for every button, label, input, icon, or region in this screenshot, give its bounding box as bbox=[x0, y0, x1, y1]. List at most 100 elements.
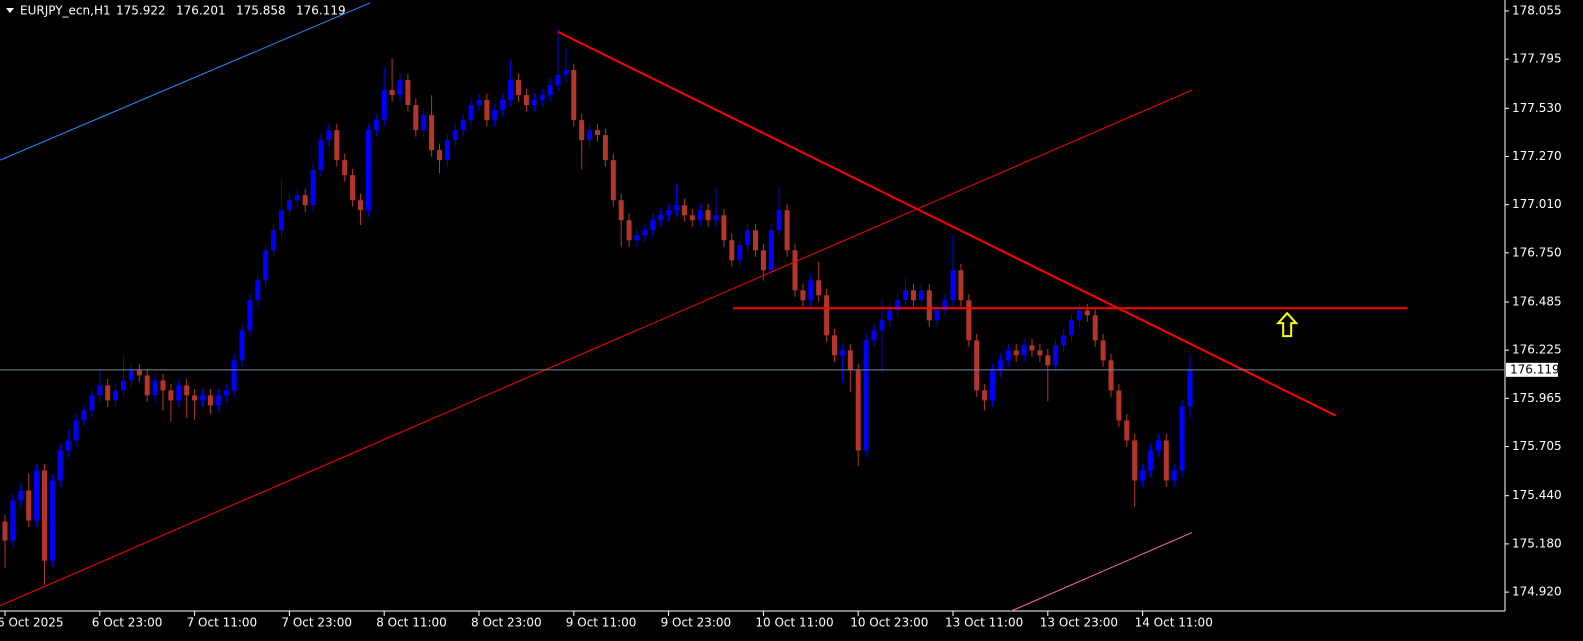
candle-body bbox=[231, 360, 237, 391]
candle-body bbox=[1163, 440, 1169, 481]
candle-body bbox=[500, 100, 506, 111]
candle-body bbox=[816, 280, 822, 296]
candle-body bbox=[121, 380, 126, 391]
candle-body bbox=[192, 395, 198, 401]
candle-body bbox=[1053, 345, 1059, 366]
candle-body bbox=[1148, 450, 1153, 471]
candle-body bbox=[184, 385, 190, 396]
menu-triangle[interactable] bbox=[6, 8, 14, 13]
candle-body bbox=[223, 390, 229, 396]
candle-body bbox=[152, 380, 158, 396]
candle-body bbox=[65, 440, 71, 451]
candle-body bbox=[642, 230, 648, 236]
candle-body bbox=[358, 200, 363, 211]
candle-body bbox=[737, 245, 743, 261]
candle-body bbox=[753, 230, 758, 251]
candle-body bbox=[1037, 350, 1043, 356]
candle-body bbox=[974, 340, 980, 391]
candle-body bbox=[1069, 320, 1074, 336]
candle-body bbox=[539, 95, 545, 101]
y-tick-label: 176.750 bbox=[1512, 245, 1562, 259]
candle-body bbox=[768, 230, 774, 271]
candle-body bbox=[792, 250, 798, 291]
candle-body bbox=[1045, 355, 1051, 366]
candle-body bbox=[429, 115, 435, 151]
x-tick-label: 10 Oct 23:00 bbox=[850, 616, 928, 630]
x-tick-label: 10 Oct 11:00 bbox=[755, 616, 833, 630]
y-tick-label: 175.180 bbox=[1512, 536, 1562, 550]
trend-line bbox=[557, 30, 1336, 417]
candle-body bbox=[350, 175, 356, 201]
candle-body bbox=[618, 200, 624, 221]
candle-body bbox=[1100, 340, 1106, 361]
candle-body bbox=[397, 80, 403, 96]
candle-body bbox=[634, 235, 640, 241]
candle-body bbox=[34, 470, 40, 521]
candle-body bbox=[587, 130, 593, 141]
candle-body bbox=[918, 290, 924, 301]
candle-body bbox=[658, 215, 664, 221]
candle-body bbox=[879, 320, 885, 331]
ohlc-close: 176.119 bbox=[296, 4, 346, 18]
price-label: 176.119 bbox=[1510, 362, 1560, 376]
candle-body bbox=[105, 385, 111, 401]
candle-body bbox=[705, 210, 711, 221]
y-tick-label: 175.705 bbox=[1512, 439, 1562, 453]
plot bbox=[0, 2, 1505, 613]
candle-body bbox=[365, 130, 371, 211]
candle-body bbox=[721, 215, 727, 241]
candle-body bbox=[895, 300, 901, 311]
candle-body bbox=[1116, 390, 1122, 421]
candle-body bbox=[81, 410, 87, 421]
ohlc-low: 175.858 bbox=[236, 4, 286, 18]
candle-body bbox=[207, 395, 213, 406]
candle-body bbox=[10, 500, 16, 541]
y-tick-label: 177.795 bbox=[1512, 52, 1562, 66]
candle-body bbox=[674, 205, 679, 211]
candle-body bbox=[934, 310, 940, 321]
candle-body bbox=[579, 120, 585, 141]
x-tick-label: 13 Oct 11:00 bbox=[945, 616, 1023, 630]
candle-body bbox=[239, 330, 245, 361]
candle-body bbox=[926, 290, 932, 321]
candle-body bbox=[966, 300, 972, 341]
x-tick-label: 6 Oct 2025 bbox=[0, 616, 64, 630]
candle-body bbox=[982, 390, 988, 401]
candle-body bbox=[1005, 350, 1011, 361]
x-tick-label: 9 Oct 11:00 bbox=[566, 616, 637, 630]
x-tick-label: 6 Oct 23:00 bbox=[92, 616, 163, 630]
candle-body bbox=[144, 375, 150, 396]
candle-body bbox=[903, 290, 909, 301]
candle-body bbox=[847, 350, 853, 371]
candle-body bbox=[626, 220, 632, 241]
candle-body bbox=[1108, 360, 1114, 391]
candle-body bbox=[1021, 345, 1027, 356]
candle-body bbox=[713, 215, 719, 221]
candle-body bbox=[1171, 470, 1177, 481]
x-tick-label: 7 Oct 23:00 bbox=[281, 616, 352, 630]
candle-body bbox=[263, 250, 269, 281]
candle-body bbox=[911, 290, 916, 301]
candle-body bbox=[452, 130, 458, 141]
candle-body bbox=[1092, 315, 1098, 341]
ohlc-open: 175.922 bbox=[116, 4, 166, 18]
candle-body bbox=[666, 210, 672, 216]
candle-body bbox=[508, 80, 514, 101]
candle-body bbox=[310, 170, 316, 206]
candle-body bbox=[555, 75, 561, 86]
candle-body bbox=[776, 210, 782, 231]
y-tick-label: 174.920 bbox=[1512, 585, 1562, 599]
candle-body bbox=[1013, 350, 1019, 356]
candle-body bbox=[531, 100, 537, 106]
y-tick-label: 178.055 bbox=[1512, 3, 1562, 17]
candle-body bbox=[89, 395, 95, 411]
candle-body bbox=[523, 95, 529, 106]
candle-body bbox=[610, 160, 616, 201]
y-tick-label: 175.440 bbox=[1512, 488, 1562, 502]
trend-line bbox=[0, 2, 371, 161]
candle-body bbox=[547, 85, 553, 96]
candle-body bbox=[286, 200, 292, 211]
candle-body bbox=[571, 70, 577, 121]
